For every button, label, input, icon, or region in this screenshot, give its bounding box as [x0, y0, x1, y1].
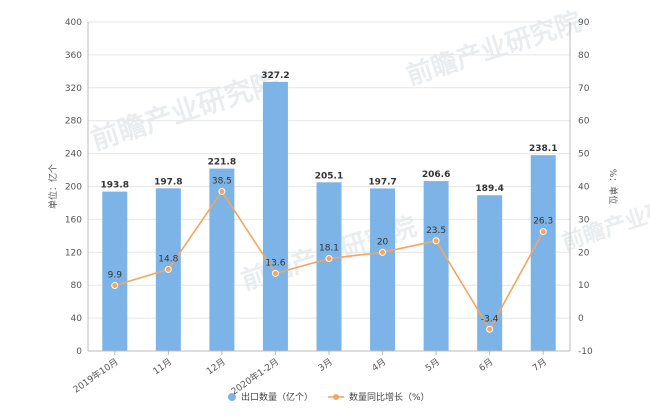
x-tick-label-5: 4月: [370, 356, 388, 373]
legend[interactable]: 出口数量（亿个） 数量同比增长（%）: [228, 391, 430, 403]
x-tick-label-6: 5月: [423, 356, 441, 373]
y-tick-label-7: 280: [65, 117, 82, 127]
legend-bar-swatch: [228, 393, 236, 401]
line-label-3: 13.6: [265, 258, 285, 268]
bar-label-0: 193.8: [101, 181, 129, 191]
legend-line-label: 数量同比增长（%）: [349, 391, 430, 403]
line-point-0: [111, 282, 119, 290]
y2-tick-label-2: 10: [578, 281, 590, 291]
line-point-5: [379, 248, 387, 256]
bar-5: [370, 188, 396, 351]
bar-3: [262, 81, 288, 352]
bar-label-5: 197.7: [368, 177, 396, 187]
bar-0: [102, 191, 128, 351]
line-point-3: [271, 269, 279, 277]
bar-4: [316, 182, 342, 351]
x-tick-label-2: 12月: [205, 356, 228, 377]
legend-item-line[interactable]: 数量同比增长（%）: [328, 391, 430, 403]
bar-7: [477, 195, 503, 351]
x-tick-label-7: 6月: [477, 356, 495, 373]
watermark-text-0: 前瞻产业研究院: [87, 65, 284, 157]
bar-label-8: 238.1: [529, 144, 557, 154]
line-label-2: 38.5: [212, 176, 232, 186]
legend-bar-label: 出口数量（亿个）: [241, 391, 313, 403]
y-tick-label-5: 200: [65, 183, 82, 193]
bar-series: [102, 81, 556, 352]
bar-2: [209, 168, 235, 351]
line-label-0: 9.9: [108, 271, 123, 281]
y2-tick-label-3: 20: [578, 248, 590, 258]
line-label-4: 18.1: [319, 244, 339, 254]
bar-8: [530, 155, 556, 351]
line-label-6: 23.5: [426, 226, 446, 236]
line-label-7: -3.4: [481, 314, 499, 324]
x-tick-label-8: 7月: [531, 356, 549, 373]
x-tick-label-1: 11月: [151, 356, 174, 377]
line-point-7: [486, 325, 494, 333]
y-tick-label-8: 320: [65, 84, 82, 94]
line-label-8: 26.3: [533, 217, 553, 227]
y-tick-label-3: 120: [65, 248, 82, 258]
y2-tick-label-10: 90: [578, 18, 590, 28]
bar-label-4: 205.1: [315, 171, 343, 181]
y2-tick-label-4: 30: [578, 215, 590, 225]
x-tick-label-4: 3月: [316, 356, 334, 373]
x-tick-label-0: 2019年10月: [71, 356, 121, 396]
line-point-6: [432, 237, 440, 245]
bar-label-3: 327.2: [261, 71, 289, 81]
y2-tick-label-9: 80: [578, 51, 590, 61]
y-tick-label-2: 80: [71, 281, 83, 291]
y2-axis-label: %：单位: [607, 169, 619, 205]
bar-6: [423, 181, 449, 351]
line-point-4: [325, 255, 333, 263]
data-labels: 193.8 197.8 221.8 327.2 205.1 197.7 206.6 189.4…: [101, 71, 558, 324]
y-tick-label-1: 40: [71, 314, 83, 324]
y2-tick-label-0: -10: [578, 347, 593, 357]
y-tick-label-0: 0: [76, 347, 82, 357]
bar-label-1: 197.8: [154, 177, 182, 187]
bar-label-7: 189.4: [475, 184, 503, 194]
legend-item-bar[interactable]: 出口数量（亿个）: [228, 391, 313, 403]
y-tick-label-4: 160: [65, 215, 82, 225]
line-label-5: 20: [377, 237, 389, 247]
watermark-text-1: 前瞻产业研究院: [403, 6, 586, 92]
y2-tick-label-5: 40: [578, 183, 590, 193]
line-label-1: 14.8: [158, 254, 178, 264]
y-axis-label: 单位：亿个: [47, 164, 59, 209]
y-tick-label-6: 240: [65, 150, 82, 160]
line-point-8: [539, 228, 547, 236]
line-series: [111, 187, 547, 333]
y2-tick-label-7: 60: [578, 117, 590, 127]
legend-line-swatch: [333, 394, 339, 400]
y2-tick-label-8: 70: [578, 84, 590, 94]
y-tick-label-9: 360: [65, 51, 82, 61]
bar-label-6: 206.6: [422, 170, 450, 180]
y-tick-label-10: 400: [65, 18, 82, 28]
y2-tick-label-6: 50: [578, 150, 590, 160]
watermark-text-3: 前瞻产业研究院: [559, 183, 650, 255]
line-point-1: [164, 265, 172, 273]
line-point-2: [218, 187, 226, 195]
y2-tick-label-1: 0: [578, 314, 584, 324]
x-tick-label-3: 2020年1-2月: [229, 356, 281, 398]
bar-label-2: 221.8: [208, 158, 236, 168]
